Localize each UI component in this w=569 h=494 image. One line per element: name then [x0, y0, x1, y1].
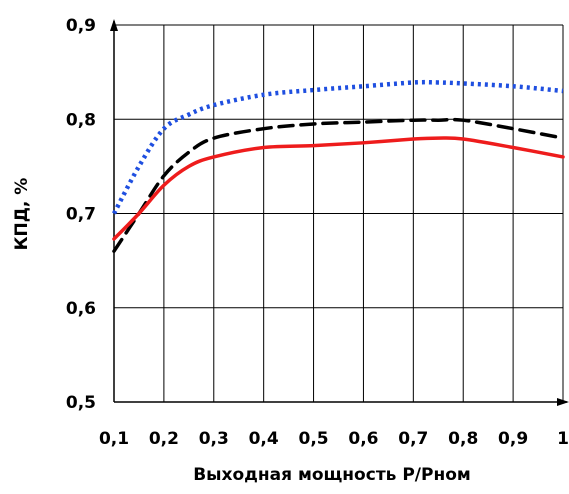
x-tick-label: 0,6: [348, 429, 378, 449]
x-tick-label: 0,8: [448, 429, 478, 449]
y-tick-label: 0,9: [66, 16, 96, 36]
series-line-dotted: [112, 79, 564, 215]
grid: [114, 24, 564, 402]
axes: [110, 19, 569, 406]
y-tick-label: 0,8: [66, 110, 96, 130]
y-tick-label: 0,7: [66, 205, 96, 225]
x-axis-title: Выходная мощность P/Pном: [193, 465, 471, 485]
x-tick-label: 0,4: [249, 429, 279, 449]
x-tick-label: 0,7: [398, 429, 428, 449]
x-tick-label: 0,2: [149, 429, 179, 449]
x-tick-label: 0,1: [99, 429, 129, 449]
series-group: [112, 79, 565, 253]
series-line-dashed: [112, 117, 565, 253]
x-tick-label: 0,5: [298, 429, 328, 449]
series-line-solid: [112, 136, 565, 241]
x-axis-arrow: [557, 398, 569, 406]
y-tick-label: 0,5: [66, 393, 96, 413]
y-axis-title: КПД, %: [12, 178, 32, 251]
y-tick-label: 0,6: [66, 299, 96, 319]
y-axis-arrow: [110, 19, 118, 31]
x-tick-label: 0,3: [199, 429, 229, 449]
x-tick-label: 0,9: [498, 429, 528, 449]
x-tick-label: 1: [557, 429, 569, 449]
tick-labels: 0,1 0,2 0,3 0,4 0,5 0,6 0,7 0,8 0,9 1 0,5 0,6 0,7 0,8…: [66, 16, 569, 449]
